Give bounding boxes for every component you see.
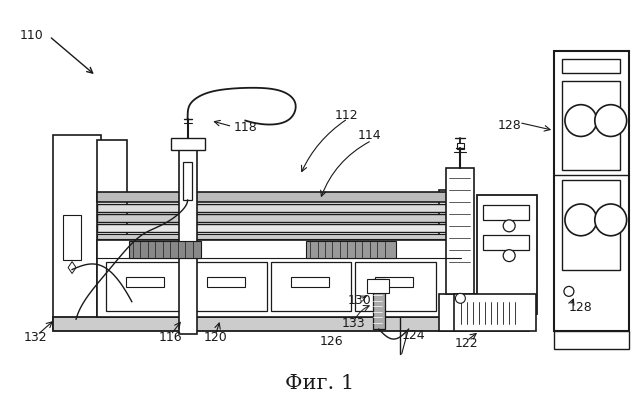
Circle shape (595, 104, 627, 136)
Text: 114: 114 (358, 128, 381, 141)
Bar (97, 204, 461, 212)
Text: 116: 116 (159, 331, 182, 344)
Circle shape (565, 104, 596, 136)
Bar (53, 317, 467, 331)
Bar (63, 215, 81, 260)
Bar (355, 262, 436, 311)
Bar (562, 180, 620, 270)
Text: 110: 110 (19, 29, 43, 42)
Bar (458, 143, 465, 149)
Bar (179, 141, 196, 334)
Bar (271, 262, 351, 311)
Bar (562, 81, 620, 170)
Text: Фиг. 1: Фиг. 1 (285, 374, 355, 393)
Bar (554, 331, 628, 349)
Bar (126, 277, 164, 288)
Circle shape (503, 220, 515, 232)
Bar (440, 190, 461, 319)
Bar (171, 139, 205, 150)
Bar (97, 141, 127, 319)
Bar (188, 262, 268, 311)
Bar (447, 168, 474, 294)
Bar (483, 205, 529, 220)
Text: 112: 112 (335, 109, 358, 122)
Circle shape (565, 204, 596, 236)
Bar (306, 241, 396, 258)
Text: 118: 118 (234, 121, 257, 134)
Bar (97, 224, 461, 232)
Bar (182, 162, 191, 200)
Bar (483, 235, 529, 249)
Text: 128: 128 (497, 119, 521, 132)
Bar (97, 214, 461, 222)
Bar (554, 51, 628, 331)
Text: 130: 130 (348, 294, 372, 307)
Bar (291, 277, 329, 288)
Bar (53, 135, 101, 329)
Bar (97, 240, 461, 317)
Bar (454, 294, 536, 331)
Text: 126: 126 (320, 335, 344, 348)
Bar (562, 59, 620, 73)
Bar (106, 262, 184, 311)
Bar (97, 192, 461, 202)
Text: 133: 133 (342, 317, 365, 330)
Text: 132: 132 (23, 331, 47, 344)
Bar (477, 195, 537, 314)
Bar (367, 279, 388, 293)
Text: 122: 122 (454, 337, 478, 350)
Bar (207, 277, 245, 288)
Text: 128: 128 (569, 301, 593, 314)
Text: 124: 124 (402, 329, 425, 342)
Bar (375, 277, 413, 288)
Bar (372, 279, 385, 329)
Circle shape (595, 204, 627, 236)
Text: 120: 120 (204, 331, 227, 344)
Polygon shape (68, 262, 76, 273)
Circle shape (564, 286, 574, 296)
Bar (440, 294, 529, 331)
Bar (97, 234, 461, 239)
Circle shape (456, 293, 465, 303)
Circle shape (503, 249, 515, 262)
Bar (129, 241, 200, 258)
